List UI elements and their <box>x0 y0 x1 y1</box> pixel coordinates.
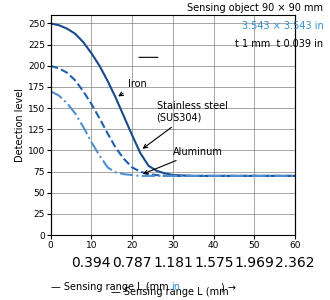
Text: Stainless steel
(SUS304): Stainless steel (SUS304) <box>144 101 227 148</box>
Text: — Sensing range L (mm: — Sensing range L (mm <box>51 283 172 292</box>
Y-axis label: Detection level: Detection level <box>15 88 25 162</box>
Text: 3.543 × 3.543 in: 3.543 × 3.543 in <box>242 21 323 31</box>
Text: in: in <box>172 283 181 292</box>
Text: ) →: ) → <box>221 283 236 292</box>
Text: Sensing object 90 × 90 mm: Sensing object 90 × 90 mm <box>187 3 323 13</box>
Text: t 1 mm  t 0.039 in: t 1 mm t 0.039 in <box>235 39 323 49</box>
Text: Aluminum: Aluminum <box>144 147 223 174</box>
Text: — Sensing range L (mm: — Sensing range L (mm <box>111 287 232 297</box>
Text: Iron: Iron <box>119 79 147 96</box>
